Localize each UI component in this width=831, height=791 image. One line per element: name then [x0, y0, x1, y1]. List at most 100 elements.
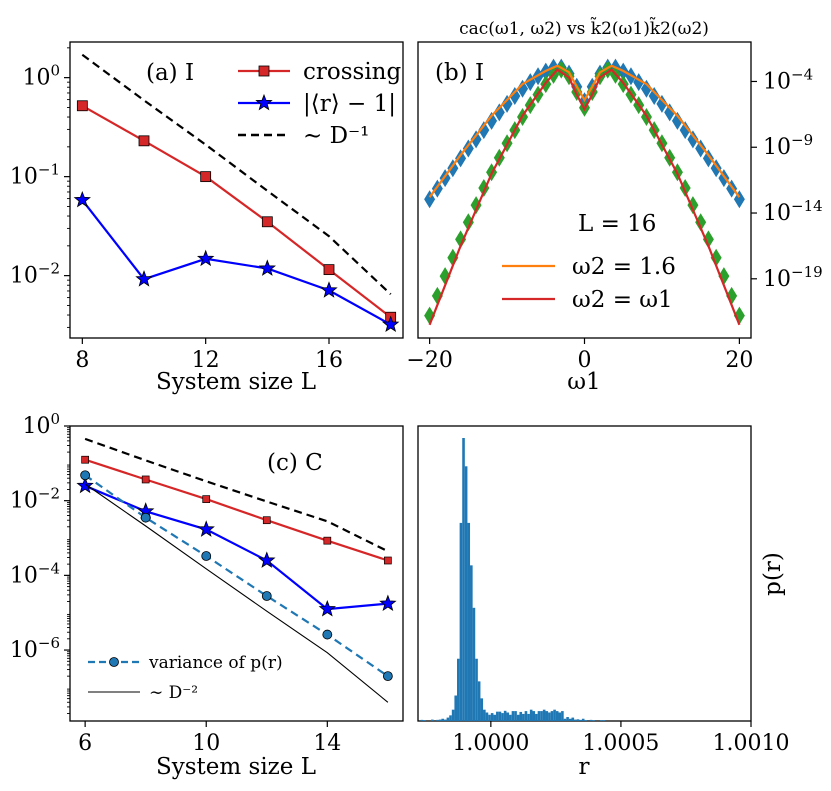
histogram-bar-60 [574, 719, 577, 722]
histogram-bar-9 [441, 718, 445, 721]
series-3-point-0 [80, 470, 91, 481]
panel-d-ylabel: p(r) [760, 552, 786, 596]
histogram-bar-32 [501, 713, 504, 721]
panel-c-xlabel: System size L [156, 754, 316, 780]
histogram-bar-52 [553, 709, 556, 721]
series-0-line [81, 104, 392, 319]
histogram-bar-66 [589, 719, 593, 721]
series-0-point-0 [81, 455, 89, 464]
panel-a: 8 12 16 100 10−1 10−2 (a) I crossing |⟨r⟩ − 1… [10, 41, 404, 395]
y-tick-2-label: 10−2 [10, 260, 60, 289]
panel-d-xlabel: r [579, 754, 590, 780]
histogram-bar-21 [472, 607, 476, 721]
series-0-point-32 [671, 111, 683, 130]
series-1-point-37 [710, 248, 722, 267]
histogram-bar-61 [576, 719, 580, 721]
panel-c-legend: variance of p(r) ∼ D⁻² [88, 653, 283, 703]
histogram-bar-28 [490, 713, 494, 721]
histogram-bar-27 [488, 714, 491, 721]
histogram-bar-31 [498, 711, 502, 721]
histogram-bar-46 [537, 711, 541, 722]
histogram-bar-49 [545, 711, 549, 722]
histogram-bar-30 [496, 711, 499, 721]
histogram-bar-13 [451, 709, 455, 721]
histogram-bar-55 [561, 711, 564, 722]
x-tick-label-0: 6 [78, 731, 92, 756]
legend-var-text: variance of p(r) [148, 653, 283, 673]
panel-c-label: (c) C [267, 450, 323, 476]
x-tick-label-0: 1.0000 [452, 731, 529, 756]
series-0-point-5 [462, 139, 474, 158]
histogram-bar-64 [584, 720, 588, 721]
y-tick-1-label: 10−1 [10, 161, 60, 190]
histogram-bar-54 [558, 712, 562, 721]
legend-d2-text: ∼ D⁻² [149, 683, 198, 703]
series-0-point-35 [695, 139, 707, 158]
series-1-point-3 [258, 259, 276, 276]
legend-crossing-text: crossing [303, 59, 401, 85]
histogram-bar-47 [540, 711, 543, 722]
series-0-point-2 [200, 171, 212, 183]
histogram-bar-40 [522, 713, 525, 721]
histogram-bar-48 [542, 709, 546, 721]
histogram-bar-17 [462, 438, 465, 721]
histogram-bar-50 [548, 712, 551, 721]
histogram-bar-59 [571, 717, 575, 721]
panel-a-plot: 8 12 16 100 10−1 10−2 [10, 47, 400, 373]
histogram-bar-7 [436, 719, 439, 721]
panel-d-plot: 1.0000 1.0005 1.0010 [420, 438, 789, 756]
histogram-bar-29 [493, 714, 497, 721]
series-0-point-4 [323, 264, 335, 276]
histogram-bar-63 [581, 718, 585, 721]
series-0-point-10 [501, 94, 513, 113]
histogram-bar-8 [438, 719, 442, 722]
legend-r-marker [255, 93, 273, 111]
series-1-point-2 [197, 520, 215, 537]
y-tick-0-label: 10−4 [763, 65, 813, 94]
histogram-bar-23 [477, 681, 481, 721]
series-0-point-33 [679, 121, 691, 140]
legend-var-marker [109, 657, 119, 667]
series-3-point-2 [201, 551, 212, 561]
series-0-point-2 [202, 495, 211, 503]
series-1-point-5 [462, 213, 474, 232]
x-tick-label-1: 0 [578, 348, 592, 373]
series-1-point-5 [379, 594, 397, 612]
series-0-point-3 [447, 159, 459, 178]
panel-a-label: (a) I [146, 60, 194, 86]
histogram-bar-10 [444, 719, 447, 722]
histogram-bar-51 [550, 711, 554, 722]
histogram-bar-16 [459, 522, 463, 721]
x-tick-label-2: 16 [315, 348, 343, 373]
histogram-bar-12 [449, 715, 452, 721]
series-0-point-36 [702, 149, 714, 168]
series-3-point-1 [140, 512, 151, 523]
panel-b: −20 0 20 10−4 10−9 10−14 10−19 cac(ω1, ω2) vs … [406, 17, 822, 395]
panel-a-legend: crossing |⟨r⟩ − 1| ∼ D⁻¹ [238, 59, 401, 149]
series-0-point-28 [640, 79, 652, 98]
histogram-bar-57 [566, 717, 569, 721]
x-tick-label-1: 1.0005 [582, 731, 659, 756]
x-tick-label-0: −20 [406, 348, 452, 373]
series-0-point-6 [470, 130, 482, 149]
series-0-point-1 [138, 135, 150, 147]
histogram-bar-62 [579, 719, 582, 721]
panel-a-xlabel: System size L [156, 369, 316, 395]
histogram-bar-11 [446, 717, 450, 721]
series-3-point-4 [322, 629, 333, 640]
x-tick-label-1: 10 [192, 731, 220, 756]
series-3-point-3 [261, 591, 272, 601]
series-1-line [84, 484, 388, 611]
histogram-bar-41 [524, 711, 528, 722]
series-1-point-5 [382, 315, 400, 333]
histogram-bar-22 [475, 658, 478, 721]
legend-weq-text: ω2 = ω1 [572, 287, 673, 313]
legend-w16-text: ω2 = 1.6 [572, 254, 676, 280]
series-1-point-3 [258, 551, 276, 568]
panel-c-plot: 6 10 14 100 10−2 10−4 10−6 [10, 410, 397, 756]
histogram-bar-37 [514, 711, 517, 722]
series-3-point-5 [382, 671, 393, 682]
panel-c-frame [69, 425, 404, 722]
series-2-line [428, 64, 741, 198]
histogram-bar-58 [568, 718, 572, 721]
